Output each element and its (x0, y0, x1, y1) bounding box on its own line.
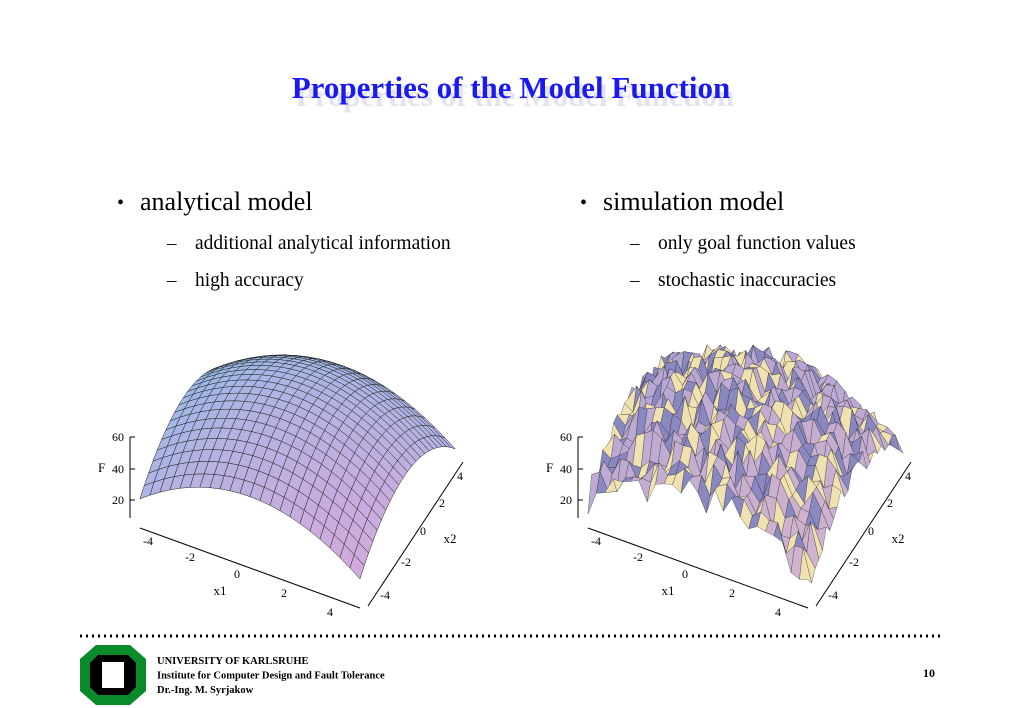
z-tick-label: 40 (560, 462, 572, 476)
sub-item: additional analytical information (195, 233, 451, 254)
z-tick-label: 20 (112, 493, 124, 507)
x2-tick-label: -2 (849, 555, 859, 569)
sub-item: high accuracy (195, 270, 304, 291)
surface-cell (799, 547, 812, 584)
x1-axis (587, 527, 809, 609)
title: Properties of the Model Function (292, 70, 731, 105)
column-heading: analytical model (140, 187, 313, 216)
x1-tick-label: -2 (633, 550, 643, 564)
x2-axis-label: x2 (444, 531, 457, 546)
x1-tick-label: 2 (729, 586, 735, 600)
footer-line: UNIVERSITY OF KARLSRUHE (157, 656, 309, 667)
x1-tick-label: -2 (185, 550, 195, 564)
x2-tick-label: 4 (905, 469, 911, 483)
x1-tick-label: 4 (775, 605, 781, 619)
title-shadow: Properties of the Model Function (296, 78, 735, 113)
x2-tick-label: 4 (457, 469, 463, 483)
logo (80, 645, 146, 705)
x2-axis (815, 461, 912, 607)
x1-tick-label: 0 (234, 567, 240, 581)
x1-tick-label: 4 (327, 605, 333, 619)
dash: – (629, 233, 640, 254)
z-axis-label: F (98, 460, 105, 475)
x2-tick-label: -4 (380, 588, 390, 602)
x2-tick-label: -4 (828, 588, 838, 602)
footer-line: Institute for Computer Design and Fault … (157, 671, 385, 682)
x2-tick-label: 2 (439, 496, 445, 510)
footer-line: Dr.-Ing. M. Syrjakow (157, 685, 254, 696)
sub-item: stochastic inaccuracies (658, 270, 836, 291)
x1-tick-label: 2 (281, 586, 287, 600)
x2-tick-label: 2 (887, 496, 893, 510)
x2-tick-label: -2 (401, 555, 411, 569)
x2-axis (367, 461, 464, 607)
bullet: • (117, 192, 124, 214)
dash: – (629, 270, 640, 291)
x2-tick-label: 0 (868, 524, 874, 538)
x2-axis-label: x2 (892, 531, 905, 546)
x2-tick-label: 0 (420, 524, 426, 538)
x1-tick-label: -4 (143, 534, 153, 548)
x1-axis-label: x1 (214, 583, 227, 598)
dash: – (166, 233, 177, 254)
x1-tick-label: 0 (682, 567, 688, 581)
sub-item: only goal function values (658, 233, 856, 254)
page-number: 10 (923, 666, 935, 680)
dash: – (166, 270, 177, 291)
column-heading: simulation model (603, 187, 784, 216)
x1-axis-label: x1 (662, 583, 675, 598)
z-axis-label: F (546, 460, 553, 475)
z-tick-label: 60 (560, 430, 572, 444)
z-tick-label: 40 (112, 462, 124, 476)
x1-tick-label: -4 (591, 534, 601, 548)
x1-axis (139, 527, 361, 609)
z-tick-label: 60 (112, 430, 124, 444)
z-tick-label: 20 (560, 493, 572, 507)
bullet: • (580, 192, 587, 214)
surface-cell (349, 554, 365, 580)
